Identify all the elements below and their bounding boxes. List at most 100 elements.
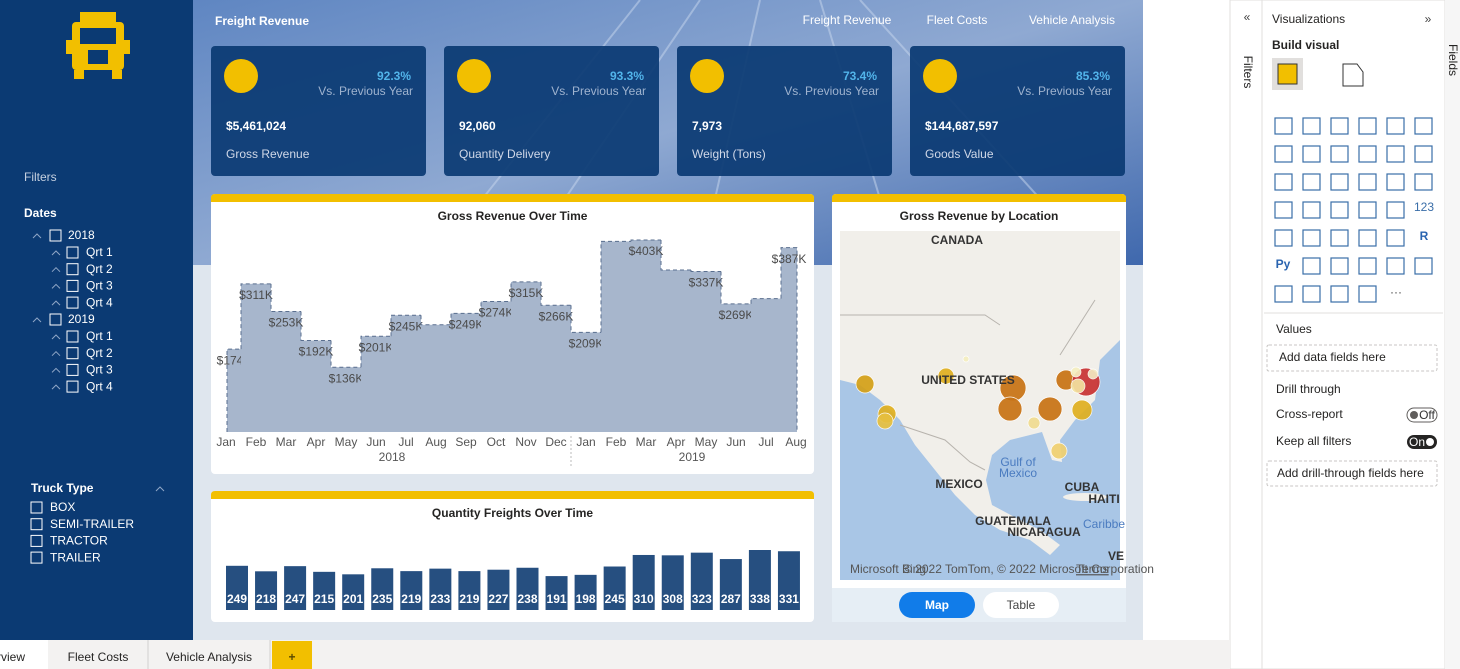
chevron[interactable]	[51, 250, 61, 256]
checkbox[interactable]	[30, 518, 43, 531]
chevron[interactable]	[51, 334, 61, 340]
page-tab[interactable]: Fleet Costs	[68, 650, 129, 664]
chevron[interactable]	[32, 233, 42, 239]
checkbox[interactable]	[49, 313, 62, 326]
pane-title[interactable]: Fields	[1446, 44, 1460, 76]
chevron[interactable]	[51, 300, 61, 306]
checkbox[interactable]	[30, 534, 43, 547]
visual-icon[interactable]	[1274, 201, 1293, 219]
visual-icon-label[interactable]: ···	[1390, 285, 1402, 299]
visual-icon[interactable]	[1302, 229, 1321, 247]
checkbox[interactable]	[66, 296, 79, 309]
visual-icon[interactable]	[1330, 257, 1349, 275]
visual-icon[interactable]	[1302, 201, 1321, 219]
visual-icon[interactable]	[1330, 145, 1349, 163]
map-bubble[interactable]	[1070, 378, 1086, 394]
visual-icon[interactable]	[1330, 229, 1349, 247]
visual-icon[interactable]	[1386, 229, 1405, 247]
visual-icon[interactable]	[1358, 117, 1377, 135]
nav-link[interactable]: Vehicle Analysis	[1029, 13, 1115, 27]
nav-link[interactable]: Freight Revenue	[803, 13, 892, 27]
visual-icon[interactable]	[1386, 201, 1405, 219]
add-tab-label[interactable]: +	[288, 650, 295, 664]
map-bubble[interactable]	[1050, 442, 1068, 460]
nav-link[interactable]: Fleet Costs	[927, 13, 988, 27]
map-bubble[interactable]	[937, 367, 955, 385]
drop-zone-label[interactable]: Add drill-through fields here	[1277, 466, 1424, 480]
checkbox[interactable]	[30, 551, 43, 564]
visual-icon[interactable]	[1302, 145, 1321, 163]
visual-icon[interactable]	[1274, 145, 1293, 163]
visual-icon[interactable]	[1274, 173, 1293, 191]
checkbox[interactable]	[66, 363, 79, 376]
visual-icon[interactable]	[1358, 285, 1377, 303]
checkbox[interactable]	[66, 279, 79, 292]
visual-icon[interactable]	[1302, 285, 1321, 303]
visual-icon[interactable]	[1386, 117, 1405, 135]
visual-icon[interactable]	[1358, 257, 1377, 275]
visual-icon[interactable]	[1358, 145, 1377, 163]
visual-icon[interactable]	[1302, 117, 1321, 135]
drop-zone-label[interactable]: Add data fields here	[1279, 350, 1386, 364]
visual-icon[interactable]	[1274, 229, 1293, 247]
page-tab[interactable]: Vehicle Analysis	[166, 650, 252, 664]
visual-icon[interactable]	[1358, 173, 1377, 191]
tab-active[interactable]	[0, 640, 48, 669]
checkbox[interactable]	[66, 380, 79, 393]
visual-icon-label[interactable]: Py	[1276, 257, 1291, 271]
visual-icon[interactable]	[1274, 285, 1293, 303]
checkbox[interactable]	[66, 347, 79, 360]
map-bubble[interactable]	[855, 374, 875, 394]
visual-icon[interactable]	[1358, 229, 1377, 247]
visual-icon[interactable]	[1302, 257, 1321, 275]
checkbox[interactable]	[66, 263, 79, 276]
pane-title[interactable]: Filters	[1241, 56, 1255, 89]
checkbox[interactable]	[66, 246, 79, 259]
map-bubble[interactable]	[1027, 416, 1041, 430]
chevron[interactable]	[51, 350, 61, 357]
fields-pane-collapsed[interactable]	[1445, 0, 1460, 669]
map-bubble[interactable]	[1037, 396, 1063, 422]
map-credit[interactable]: Terms	[1076, 562, 1109, 576]
chevron[interactable]	[51, 283, 61, 289]
chevron[interactable]	[51, 266, 61, 273]
visual-icon[interactable]	[1414, 173, 1433, 191]
build-icon[interactable]	[1277, 63, 1298, 85]
visual-icon[interactable]	[1414, 257, 1433, 275]
map-bubble[interactable]	[1071, 399, 1093, 421]
drop-zone[interactable]	[1266, 344, 1438, 372]
visual-icon[interactable]	[1386, 145, 1405, 163]
visual-icon[interactable]	[1330, 201, 1349, 219]
visual-icon-label[interactable]: 123	[1414, 200, 1434, 214]
visual-icon-label[interactable]: R	[1420, 229, 1429, 243]
checkbox[interactable]	[30, 501, 43, 514]
visual-icon[interactable]	[1414, 117, 1433, 135]
visual-icon[interactable]	[1358, 201, 1377, 219]
drop-zone[interactable]	[1266, 460, 1438, 487]
map-bubble[interactable]	[997, 396, 1023, 422]
toggle-table[interactable]	[983, 592, 1059, 618]
toggle-map[interactable]	[899, 592, 975, 618]
visual-icon[interactable]	[1386, 257, 1405, 275]
chevron[interactable]	[51, 384, 61, 390]
checkbox[interactable]	[49, 229, 62, 242]
map-bubble[interactable]	[1087, 368, 1099, 380]
filters-pane-collapsed[interactable]	[1229, 0, 1263, 669]
chevron[interactable]	[51, 367, 61, 373]
checkbox[interactable]	[66, 330, 79, 343]
visual-icon[interactable]	[1414, 145, 1433, 163]
visual-icon[interactable]	[1330, 285, 1349, 303]
format-icon[interactable]	[1342, 63, 1364, 87]
button-label[interactable]: Map	[925, 598, 949, 612]
visual-icon[interactable]	[1330, 117, 1349, 135]
button-label[interactable]: Table	[1007, 598, 1036, 612]
map-bubble[interactable]	[1070, 366, 1082, 378]
visual-icon[interactable]	[1302, 173, 1321, 191]
map-bubble[interactable]	[876, 412, 894, 430]
page-tab[interactable]: rview	[0, 650, 25, 664]
visual-icon[interactable]	[1274, 117, 1293, 135]
add-tab[interactable]	[272, 641, 312, 669]
visual-icon[interactable]	[1386, 173, 1405, 191]
chevron[interactable]	[155, 486, 165, 492]
visual-icon[interactable]	[1330, 173, 1349, 191]
